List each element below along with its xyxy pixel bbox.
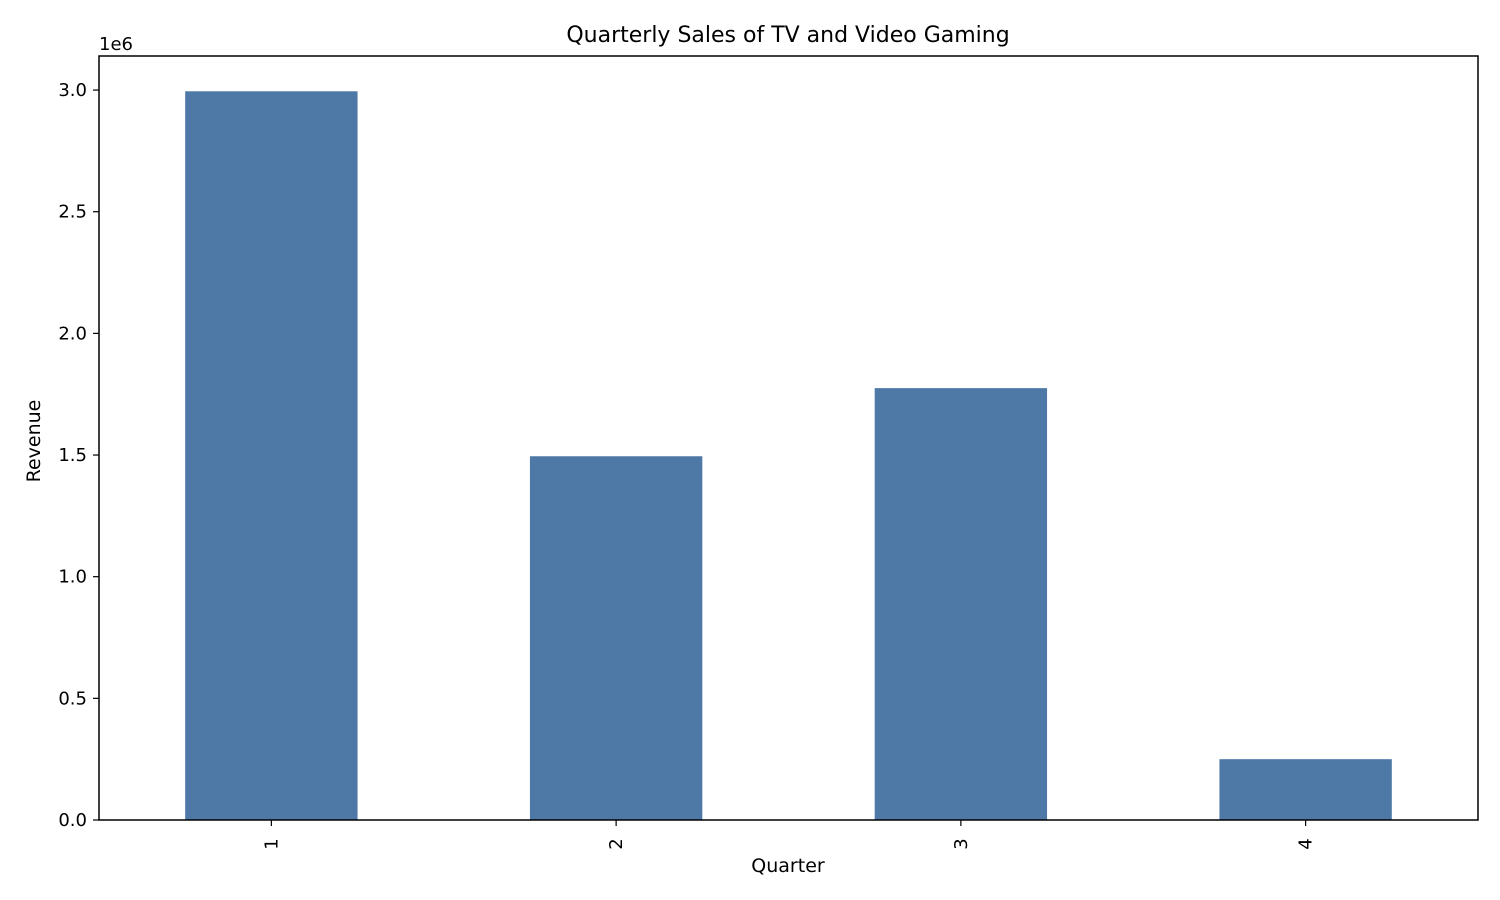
x-tick-label: 4	[1296, 838, 1317, 849]
plot-frame	[98, 55, 1479, 821]
x-tick-label: 3	[951, 838, 972, 849]
x-ticks-layer: 1 2 3 4	[261, 820, 1317, 850]
y-axis-label: Revenue	[23, 400, 45, 483]
x-tick-label: 1	[261, 838, 282, 849]
bars-layer	[185, 91, 1392, 820]
bar-quarter-3	[874, 388, 1048, 820]
y-tick-label: 2.5	[58, 202, 87, 223]
y-tick-label: 2.0	[58, 323, 87, 344]
y-tick-label: 3.0	[58, 80, 87, 101]
chart-title: Quarterly Sales of TV and Video Gaming	[566, 23, 1009, 48]
x-tick-label: 2	[606, 838, 627, 849]
y-tick-label: 0.0	[58, 810, 87, 831]
y-tick-label: 1.5	[58, 445, 87, 466]
bar-quarter-2	[529, 456, 703, 820]
y-offset-label: 1e6	[99, 34, 133, 55]
bar-quarter-1	[185, 91, 358, 820]
bar-quarter-4	[1219, 759, 1392, 820]
y-tick-label: 1.0	[58, 567, 87, 588]
y-ticks-layer: 0.0 0.5 1.0 1.5 2.0 2.5 3.0	[58, 80, 99, 831]
x-axis-label: Quarter	[751, 855, 825, 877]
y-tick-label: 0.5	[58, 688, 87, 709]
